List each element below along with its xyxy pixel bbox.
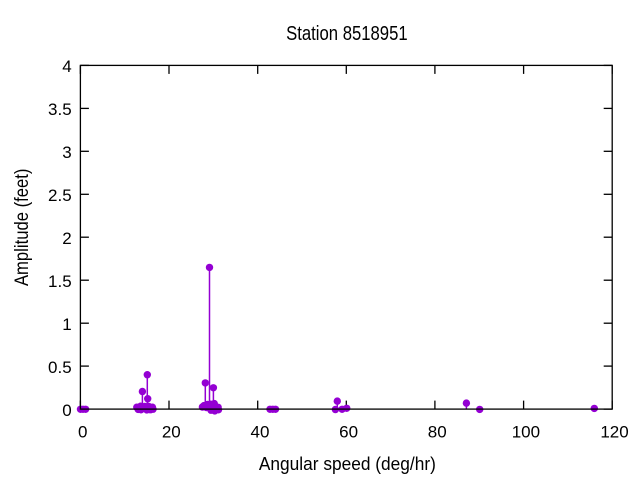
svg-text:20: 20 — [162, 422, 181, 441]
svg-text:3.5: 3.5 — [48, 100, 72, 119]
svg-text:0: 0 — [62, 401, 71, 420]
svg-text:120: 120 — [600, 422, 628, 441]
svg-text:100: 100 — [512, 422, 540, 441]
svg-text:0.5: 0.5 — [48, 358, 72, 377]
svg-text:Angular speed (deg/hr): Angular speed (deg/hr) — [259, 454, 436, 474]
svg-text:Amplitude (feet): Amplitude (feet) — [12, 169, 33, 286]
svg-text:2.5: 2.5 — [48, 186, 72, 205]
svg-text:3: 3 — [62, 143, 71, 162]
svg-text:40: 40 — [251, 422, 270, 441]
svg-text:4: 4 — [62, 57, 71, 76]
svg-text:1: 1 — [62, 315, 71, 334]
svg-text:60: 60 — [339, 422, 358, 441]
svg-text:Station 8518951: Station 8518951 — [286, 23, 408, 45]
svg-text:80: 80 — [428, 422, 447, 441]
svg-text:1.5: 1.5 — [48, 272, 72, 291]
svg-text:2: 2 — [62, 229, 71, 248]
svg-text:0: 0 — [78, 422, 87, 441]
